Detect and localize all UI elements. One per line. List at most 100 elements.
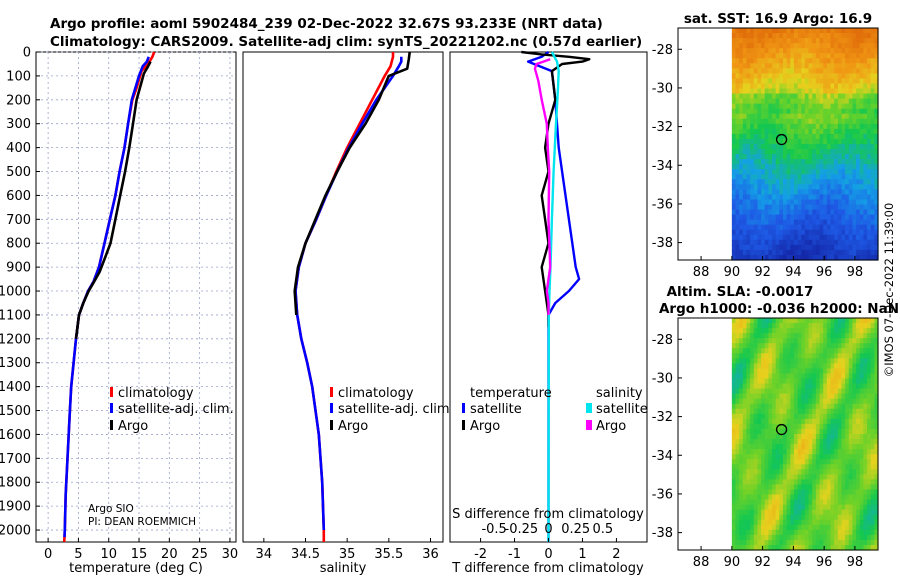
map-cell bbox=[753, 378, 759, 385]
map-y-tick-label: -32 bbox=[652, 120, 673, 135]
depth-tick-label: 900 bbox=[6, 261, 31, 276]
map-cell bbox=[859, 214, 864, 221]
map-cell bbox=[753, 494, 759, 501]
map-cell bbox=[739, 68, 744, 74]
map-cell bbox=[786, 108, 791, 115]
map-cell bbox=[848, 234, 854, 241]
map-cell bbox=[797, 428, 802, 435]
map-cell bbox=[790, 103, 795, 110]
map-cell bbox=[793, 333, 799, 339]
map-cell bbox=[735, 88, 740, 95]
map-cell bbox=[783, 239, 788, 246]
map-cell bbox=[739, 519, 744, 526]
map-cell bbox=[783, 333, 788, 339]
map-cell bbox=[801, 219, 806, 226]
map-cell bbox=[852, 214, 857, 221]
map-cell bbox=[801, 169, 806, 175]
map-cell bbox=[746, 108, 751, 115]
map-cell bbox=[870, 479, 875, 486]
map-cell bbox=[848, 199, 854, 206]
map-cell bbox=[830, 499, 835, 506]
map-cell bbox=[797, 519, 802, 526]
map-cell bbox=[742, 393, 748, 400]
map-cell bbox=[834, 144, 839, 150]
map-cell bbox=[812, 164, 817, 170]
map-cell bbox=[867, 353, 872, 359]
map-cell bbox=[870, 413, 875, 420]
map-cell bbox=[761, 499, 766, 506]
map-cell bbox=[823, 244, 828, 251]
map-cell bbox=[845, 373, 850, 380]
map-cell bbox=[859, 174, 864, 180]
map-cell bbox=[797, 48, 802, 54]
map-cell bbox=[867, 159, 872, 165]
map-cell bbox=[739, 63, 744, 69]
map-cell bbox=[815, 144, 821, 150]
map-cell bbox=[874, 544, 879, 551]
map-cell bbox=[786, 73, 791, 80]
map-cell bbox=[761, 149, 766, 155]
s-tick-label: 0.5 bbox=[593, 522, 614, 537]
map-cell bbox=[874, 464, 879, 470]
map-cell bbox=[779, 113, 784, 120]
map-cell bbox=[808, 219, 813, 226]
map-cell bbox=[772, 179, 777, 185]
map-cell bbox=[826, 28, 832, 34]
map-cell bbox=[764, 383, 769, 390]
map-cell bbox=[757, 234, 762, 241]
map-cell bbox=[859, 444, 864, 450]
map-cell bbox=[815, 469, 821, 475]
map-cell bbox=[808, 33, 813, 39]
map-cell bbox=[764, 149, 769, 155]
map-cell bbox=[808, 544, 813, 551]
map-cell bbox=[856, 154, 861, 160]
map-cell bbox=[772, 219, 777, 226]
map-cell bbox=[750, 504, 755, 511]
map-cell bbox=[739, 539, 744, 546]
map-cell bbox=[837, 239, 843, 246]
map-cell bbox=[775, 154, 780, 160]
map-cell bbox=[731, 254, 737, 261]
map-cell bbox=[848, 449, 854, 455]
map-cell bbox=[845, 164, 850, 170]
map-cell bbox=[874, 368, 879, 375]
map-cell bbox=[804, 388, 810, 395]
map-cell bbox=[804, 234, 810, 241]
map-cell bbox=[768, 113, 773, 120]
map-cell bbox=[841, 98, 846, 105]
map-cell bbox=[845, 63, 850, 69]
map-cell bbox=[768, 378, 773, 385]
map-cell bbox=[731, 499, 737, 506]
map-cell bbox=[845, 48, 850, 54]
map-cell bbox=[750, 338, 755, 344]
map-cell bbox=[867, 169, 872, 175]
map-cell bbox=[735, 209, 740, 216]
map-cell bbox=[801, 509, 806, 516]
legend-satellite-swatch bbox=[110, 403, 113, 413]
map-cell bbox=[848, 164, 854, 170]
series-line-argo bbox=[74, 61, 152, 339]
map-cell bbox=[845, 159, 850, 165]
map-cell bbox=[786, 224, 791, 231]
map-cell bbox=[874, 138, 879, 145]
map-cell bbox=[768, 63, 773, 69]
map-cell bbox=[772, 58, 777, 64]
map-cell bbox=[742, 524, 748, 531]
map-cell bbox=[815, 464, 821, 470]
map-cell bbox=[808, 83, 813, 90]
map-cell bbox=[801, 63, 806, 69]
map-y-tick-label: -30 bbox=[652, 371, 673, 386]
map-cell bbox=[819, 214, 824, 221]
map-cell bbox=[863, 249, 868, 256]
map-cell bbox=[779, 509, 784, 516]
map-cell bbox=[739, 133, 744, 140]
map-cell bbox=[793, 428, 799, 435]
depth-tick-label: 1000 bbox=[0, 285, 31, 300]
legend-satellite: satellite-adj. clim. bbox=[118, 402, 234, 417]
map-cell bbox=[750, 123, 755, 130]
map-cell bbox=[819, 328, 824, 334]
map-cell bbox=[790, 489, 795, 496]
map-cell bbox=[768, 154, 773, 160]
map-cell bbox=[841, 234, 846, 241]
map-cell bbox=[837, 194, 843, 201]
